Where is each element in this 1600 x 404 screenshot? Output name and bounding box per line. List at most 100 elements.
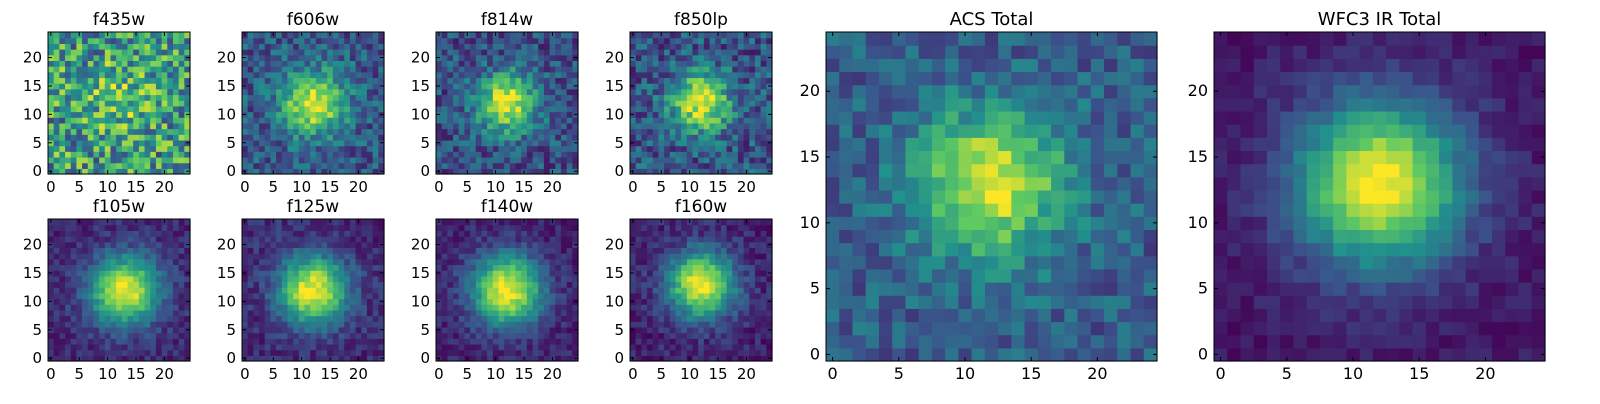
- pixel: [259, 242, 265, 248]
- pixel: [327, 77, 333, 83]
- pixel: [59, 163, 65, 169]
- pixel: [698, 321, 704, 327]
- pixel: [173, 259, 179, 265]
- pixel: [761, 299, 767, 305]
- pixel: [516, 72, 522, 78]
- pixel: [527, 72, 533, 78]
- pixel: [504, 100, 510, 106]
- pixel: [248, 276, 254, 282]
- pixel: [476, 89, 482, 95]
- pixel: [487, 123, 493, 129]
- pixel: [658, 316, 664, 322]
- pixel: [339, 94, 345, 100]
- pixel: [327, 157, 333, 163]
- pixel: [48, 350, 54, 356]
- pixel: [167, 146, 173, 152]
- pixel: [139, 38, 145, 44]
- pixel: [65, 49, 71, 55]
- pixel: [555, 247, 561, 253]
- pixel: [59, 55, 65, 61]
- pixel: [259, 236, 265, 242]
- pixel: [133, 43, 139, 49]
- pixel: [339, 321, 345, 327]
- pixel: [350, 264, 356, 270]
- pixel: [698, 38, 704, 44]
- pixel: [658, 38, 664, 44]
- pixel: [749, 140, 755, 146]
- pixel: [88, 327, 94, 333]
- pixel: [470, 129, 476, 135]
- pixel: [687, 350, 693, 356]
- pixel: [521, 316, 527, 322]
- pixel: [670, 293, 676, 299]
- pixel: [567, 264, 573, 270]
- pixel: [248, 140, 254, 146]
- pixel: [527, 38, 533, 44]
- pixel: [105, 112, 111, 118]
- pixel: [732, 129, 738, 135]
- pixel: [310, 134, 316, 140]
- pixel: [110, 72, 116, 78]
- pixel: [110, 264, 116, 270]
- pixel: [265, 83, 271, 89]
- pixel: [99, 38, 105, 44]
- pixel: [453, 32, 459, 38]
- pixel: [567, 60, 573, 66]
- pixel: [567, 270, 573, 276]
- pixel: [145, 140, 151, 146]
- pixel: [105, 225, 111, 231]
- pixel: [253, 350, 259, 356]
- pixel: [333, 230, 339, 236]
- pixel: [521, 338, 527, 344]
- pixel: [128, 321, 134, 327]
- pixel: [316, 310, 322, 316]
- pixel: [755, 327, 761, 333]
- pixel: [555, 230, 561, 236]
- pixel: [761, 72, 767, 78]
- pixel: [139, 259, 145, 265]
- pixel: [265, 77, 271, 83]
- pixel: [82, 100, 88, 106]
- pixel: [470, 293, 476, 299]
- pixel: [641, 333, 647, 339]
- pixel: [681, 151, 687, 157]
- pixel: [162, 66, 168, 72]
- pixel: [641, 100, 647, 106]
- pixel: [110, 287, 116, 293]
- pixel: [299, 259, 305, 265]
- pixel: [761, 310, 767, 316]
- pixel: [527, 89, 533, 95]
- pixel: [179, 38, 185, 44]
- pixel: [304, 259, 310, 265]
- pixel: [282, 100, 288, 106]
- pixel: [721, 94, 727, 100]
- pixel: [316, 281, 322, 287]
- pixel: [367, 43, 373, 49]
- pixel: [145, 293, 151, 299]
- pixel: [721, 49, 727, 55]
- pixel: [555, 287, 561, 293]
- pixel: [88, 146, 94, 152]
- pixel: [327, 316, 333, 322]
- pixel: [116, 350, 122, 356]
- pixel: [310, 287, 316, 293]
- pixel: [504, 129, 510, 135]
- pixel: [133, 77, 139, 83]
- pixel: [322, 321, 328, 327]
- pixel: [538, 123, 544, 129]
- pixel: [550, 276, 556, 282]
- pixel: [145, 100, 151, 106]
- pixel: [453, 287, 459, 293]
- pixel: [732, 106, 738, 112]
- pixel: [487, 270, 493, 276]
- pixel: [715, 293, 721, 299]
- pixel: [436, 321, 442, 327]
- pixel: [110, 60, 116, 66]
- pixel: [270, 157, 276, 163]
- pixel: [270, 259, 276, 265]
- pixel: [373, 38, 379, 44]
- pixel: [487, 236, 493, 242]
- pixel: [470, 94, 476, 100]
- pixel: [538, 94, 544, 100]
